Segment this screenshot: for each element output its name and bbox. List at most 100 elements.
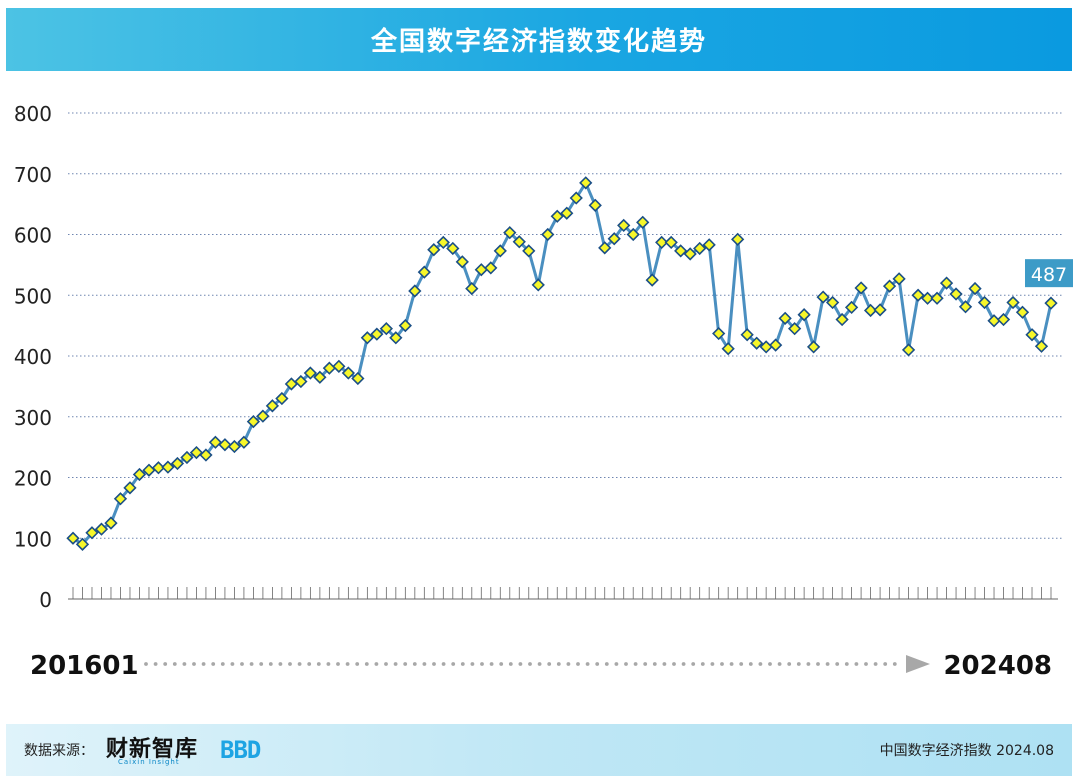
data-point xyxy=(901,343,916,357)
arrow-dot xyxy=(729,662,734,666)
data-point xyxy=(85,526,99,540)
data-point xyxy=(588,198,602,212)
data-point xyxy=(731,232,745,246)
data-point xyxy=(265,399,280,413)
arrow-dot xyxy=(240,662,244,666)
arrow-dot xyxy=(816,662,820,666)
arrow-dot xyxy=(489,662,494,666)
arrow-dot xyxy=(182,662,187,666)
data-point xyxy=(607,232,621,246)
data-point xyxy=(455,255,469,269)
arrow-dot xyxy=(326,662,331,666)
footer: 数据来源： 财新智库 Caixin Insight BBD 中国数字经济指数 2… xyxy=(6,724,1072,776)
data-point xyxy=(256,409,270,423)
data-point xyxy=(446,241,460,256)
arrow-dot xyxy=(624,662,628,666)
data-point xyxy=(512,235,526,249)
data-point xyxy=(408,284,422,298)
caixin-logo: 财新智库 xyxy=(106,736,199,762)
data-point xyxy=(170,456,185,471)
data-point xyxy=(987,314,1001,328)
arrow-dot xyxy=(470,662,475,666)
arrow-dot xyxy=(777,662,782,666)
y-tick-label: 400 xyxy=(14,345,52,369)
arrow-dot xyxy=(393,662,398,666)
arrow-dot xyxy=(585,662,590,666)
data-point xyxy=(379,322,393,336)
data-point xyxy=(977,295,992,310)
arrow-dot xyxy=(566,662,571,666)
data-point xyxy=(598,241,612,255)
arrow-dot xyxy=(681,662,686,666)
data-point xyxy=(427,243,441,257)
x-end-label: 202408 xyxy=(943,651,1052,681)
arrow-dot xyxy=(806,662,811,666)
arrow-dot xyxy=(864,662,868,666)
series-line xyxy=(72,181,1053,546)
data-point xyxy=(313,370,327,384)
data-point xyxy=(189,445,204,460)
arrow-dot xyxy=(720,662,724,666)
arrow-dot xyxy=(556,662,561,666)
arrow-head xyxy=(906,655,930,673)
data-point xyxy=(303,366,318,380)
data-point xyxy=(1044,296,1058,310)
y-tick-label: 0 xyxy=(39,588,52,612)
line-chart: 0 100 200 300 400 500 600 700 800 487 201601 202408 xyxy=(14,102,1073,681)
arrow-dot xyxy=(259,662,264,666)
arrow-dot xyxy=(355,662,360,666)
source-label: 数据来源： xyxy=(24,743,94,759)
arrow-dot xyxy=(854,662,859,666)
data-point xyxy=(132,467,147,482)
data-point xyxy=(1006,295,1020,310)
arrow-dot xyxy=(374,662,379,666)
arrow-dot xyxy=(249,662,254,666)
data-point xyxy=(835,312,849,327)
arrow-dot xyxy=(422,662,427,666)
data-point xyxy=(797,308,811,322)
y-tick-label: 200 xyxy=(14,467,52,491)
arrow-dot xyxy=(748,662,753,666)
arrow-dot xyxy=(518,662,523,666)
data-point xyxy=(370,327,384,341)
data-point xyxy=(740,328,754,342)
data-point xyxy=(664,235,678,250)
data-point xyxy=(816,290,830,304)
arrow-dot xyxy=(316,662,321,666)
caixin-logo-subtitle: Caixin Insight xyxy=(118,758,180,766)
data-point xyxy=(180,450,194,465)
data-point xyxy=(844,300,859,315)
data-point xyxy=(474,263,488,277)
arrow-dot xyxy=(873,662,878,666)
arrow-dot xyxy=(643,662,648,666)
arrow-dot xyxy=(835,662,840,666)
data-point xyxy=(541,227,555,242)
data-point xyxy=(996,312,1011,327)
arrow-dot xyxy=(576,662,580,666)
data-point xyxy=(882,279,897,293)
data-point xyxy=(693,241,707,256)
arrow-dot xyxy=(499,662,504,666)
data-point xyxy=(702,238,716,252)
arrow-dot xyxy=(220,662,225,666)
arrow-dot xyxy=(700,662,705,666)
data-point xyxy=(863,303,878,318)
data-point xyxy=(66,531,80,545)
data-point xyxy=(503,226,517,240)
data-point xyxy=(104,516,118,530)
data-point xyxy=(655,235,669,250)
data-point xyxy=(1015,305,1030,319)
arrow-dot xyxy=(297,662,302,666)
data-point xyxy=(769,338,783,352)
arrow-dot xyxy=(508,662,513,666)
data-point xyxy=(332,359,346,373)
data-point xyxy=(1025,328,1039,342)
data-point xyxy=(892,272,906,286)
data-point xyxy=(958,300,973,314)
last-value-box xyxy=(1025,259,1073,288)
arrow-dot xyxy=(460,662,465,666)
bbd-logo: BBD xyxy=(220,736,261,764)
data-point xyxy=(208,435,223,449)
arrow-dot xyxy=(633,662,638,666)
arrow-dot xyxy=(403,662,408,666)
